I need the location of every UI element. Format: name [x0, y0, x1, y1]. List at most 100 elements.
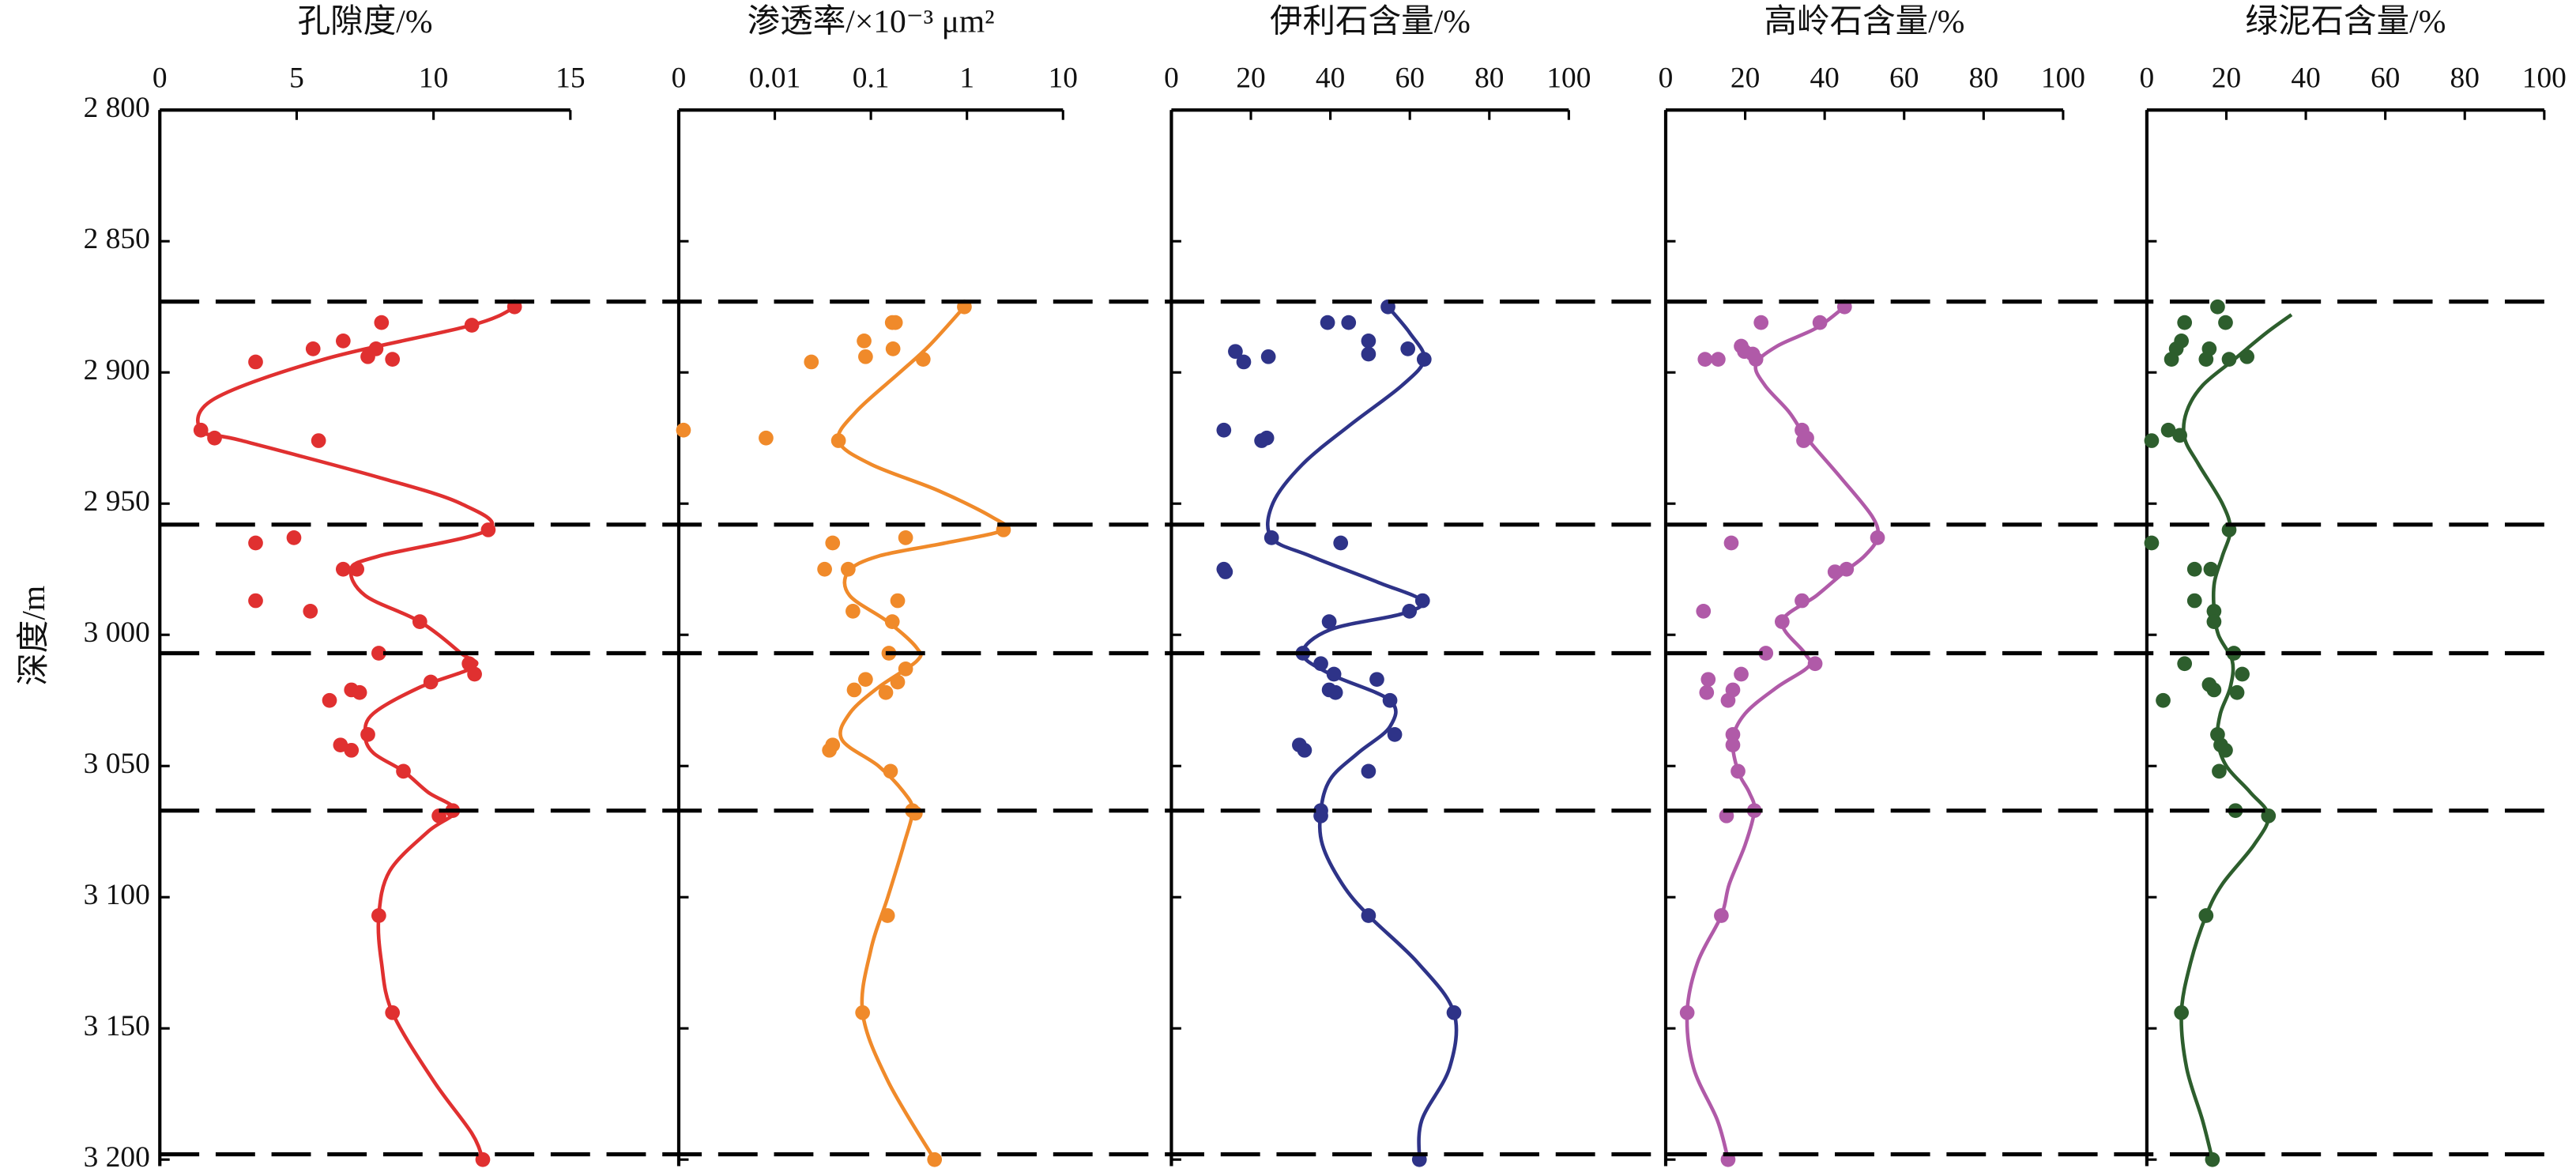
y-tick-label: 3 200 — [84, 1141, 150, 1174]
data-point — [2174, 1004, 2190, 1020]
data-point — [846, 682, 862, 698]
panel-title: 渗透率/×10⁻³ μm² — [748, 3, 995, 40]
data-point — [817, 561, 832, 577]
data-point — [915, 352, 931, 367]
data-point — [322, 692, 337, 708]
data-point — [1737, 344, 1752, 360]
data-point — [1723, 535, 1739, 551]
data-point — [890, 593, 906, 609]
data-point — [1382, 692, 1398, 708]
x-tick-label: 80 — [1969, 62, 1998, 94]
data-point — [1734, 666, 1749, 682]
data-point — [193, 422, 209, 438]
data-point — [825, 535, 841, 551]
x-tick-label: 0.1 — [853, 62, 890, 94]
data-point — [1297, 742, 1312, 758]
data-point — [1361, 334, 1377, 349]
data-point — [1326, 666, 1342, 682]
data-point — [371, 646, 386, 661]
data-point — [475, 1152, 491, 1167]
data-point — [1333, 535, 1349, 551]
data-point — [1700, 672, 1716, 688]
data-point — [423, 674, 439, 690]
x-tick-label: 0 — [2140, 62, 2155, 94]
data-point — [1795, 593, 1810, 609]
data-point — [1260, 349, 1276, 364]
data-point — [1341, 315, 1357, 330]
y-tick-label: 2 950 — [84, 485, 150, 518]
data-point — [883, 763, 898, 779]
data-point — [2221, 352, 2237, 367]
trend-curve — [196, 305, 517, 1161]
data-point — [1254, 433, 1269, 448]
data-point — [1416, 352, 1432, 367]
data-point — [857, 334, 872, 349]
x-tick-label: 0 — [672, 62, 687, 94]
data-point — [2239, 349, 2254, 364]
data-point — [1446, 1004, 1462, 1020]
y-tick-label: 3 050 — [84, 748, 150, 780]
data-point — [1731, 763, 1746, 779]
data-point — [360, 349, 375, 364]
x-tick-label: 5 — [289, 62, 304, 94]
data-point — [2160, 422, 2176, 438]
x-tick-label: 0 — [153, 62, 168, 94]
data-point — [1218, 564, 1233, 579]
data-point — [207, 430, 222, 446]
data-point — [303, 603, 318, 619]
data-point — [333, 737, 348, 753]
data-point — [1387, 727, 1403, 742]
data-point — [2164, 352, 2179, 367]
data-point — [467, 666, 482, 682]
x-tick-label: 60 — [1395, 62, 1425, 94]
data-point — [1216, 422, 1232, 438]
data-point — [1774, 614, 1790, 629]
data-point — [1400, 341, 1416, 356]
data-point — [1361, 346, 1377, 362]
data-point — [344, 742, 360, 758]
data-point — [305, 341, 321, 356]
data-point — [248, 535, 263, 551]
data-point — [887, 315, 903, 330]
data-point — [878, 684, 894, 700]
data-point — [1402, 603, 1418, 619]
data-point — [2218, 742, 2233, 758]
data-point — [1236, 354, 1252, 370]
data-point — [890, 674, 906, 690]
y-tick-label: 2 850 — [84, 223, 150, 255]
data-point — [2218, 315, 2233, 330]
data-point — [841, 561, 856, 577]
x-tick-label: 0.01 — [749, 62, 800, 94]
data-point — [248, 354, 263, 370]
data-point — [396, 763, 411, 779]
data-point — [1839, 561, 1855, 577]
x-tick-label: 100 — [2522, 62, 2567, 94]
data-point — [1720, 692, 1736, 708]
data-point — [927, 1152, 943, 1167]
x-tick-label: 20 — [1731, 62, 1760, 94]
panel-title: 伊利石含量/% — [1270, 3, 1471, 40]
data-point — [371, 908, 386, 923]
data-point — [1748, 352, 1764, 367]
trend-curve — [836, 305, 1008, 1161]
data-point — [374, 315, 390, 330]
data-point — [2203, 561, 2219, 577]
data-point — [898, 662, 913, 677]
y-tick-label: 2 900 — [84, 354, 150, 386]
data-point — [2144, 535, 2160, 551]
data-point — [1696, 603, 1712, 619]
data-point — [1414, 593, 1430, 609]
x-tick-label: 10 — [419, 62, 448, 94]
data-point — [759, 430, 774, 446]
data-point — [349, 561, 365, 577]
data-point — [1320, 315, 1335, 330]
data-point — [352, 684, 367, 700]
data-point — [1313, 808, 1328, 824]
data-point — [2206, 682, 2222, 698]
data-point — [2198, 352, 2214, 367]
panel-title: 孔隙度/% — [298, 3, 433, 40]
data-point — [1313, 656, 1328, 672]
data-point — [830, 433, 846, 448]
